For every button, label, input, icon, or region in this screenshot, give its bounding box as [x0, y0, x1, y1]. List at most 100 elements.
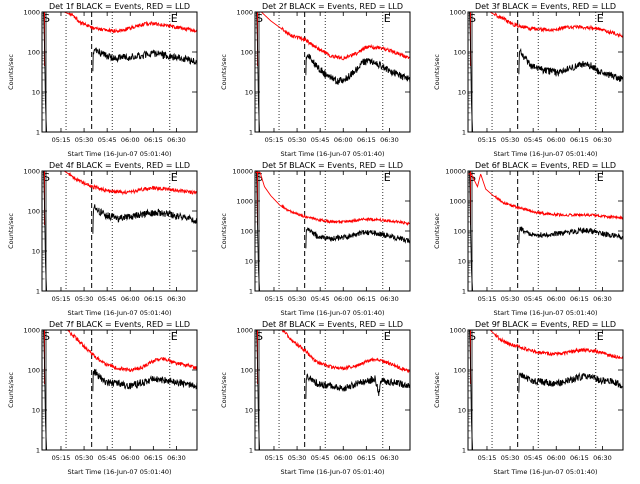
p4-xtick-label: 05:15: [52, 295, 71, 303]
p5-title: Det 5f BLACK = Events, RED = LLD: [262, 161, 403, 170]
p5-ytick-label: 1000: [236, 198, 253, 206]
p3-marker-S: S: [469, 12, 476, 25]
p7-ytick-label: 1000: [23, 327, 40, 335]
p3-ytick-label: 1000: [449, 9, 466, 17]
p8-ytick-label: 1000: [236, 327, 253, 335]
p6-xlabel: Start Time (16-Jun-07 05:01:40): [494, 309, 598, 317]
p7-plot-frame: [41, 329, 198, 451]
p8-xtick-label: 06:00: [334, 454, 353, 462]
p3-xtick-label: 05:45: [524, 136, 543, 144]
p3-series-lld: [468, 12, 623, 38]
p3-xtick-label: 06:00: [547, 136, 566, 144]
p4-xtick-label: 05:45: [98, 295, 117, 303]
p2-marker-S: S: [256, 12, 263, 25]
p9-xtick-label: 06:00: [547, 454, 566, 462]
p3-title: Det 3f BLACK = Events, RED = LLD: [475, 2, 616, 11]
p7-xtick-label: 06:00: [121, 454, 140, 462]
p4-ytick-label: 100: [28, 208, 40, 216]
p8-xtick-label: 05:15: [265, 454, 284, 462]
p6-series-events: [468, 171, 623, 291]
p5-xtick-label: 05:30: [288, 295, 307, 303]
p7-xtick-label: 06:30: [167, 454, 186, 462]
p2-ytick-label: 10: [245, 89, 253, 97]
p7-marker-S: S: [43, 330, 50, 343]
p5-series-lld: [255, 171, 410, 226]
p7-marker-E: E: [171, 330, 178, 343]
p1-series-lld: [42, 12, 197, 34]
p9-xtick-label: 05:15: [478, 454, 497, 462]
p7-xtick-label: 05:15: [52, 454, 71, 462]
p1-xtick-label: 05:45: [98, 136, 117, 144]
p1-ytick-label: 100: [28, 49, 40, 57]
p8-ytick-label: 10: [245, 407, 253, 415]
p2-xtick-label: 05:45: [311, 136, 330, 144]
p6-ytick-label: 100: [454, 228, 466, 236]
p5-xlabel: Start Time (16-Jun-07 05:01:40): [281, 309, 385, 317]
p6-xtick-label: 05:45: [524, 295, 543, 303]
p7-xlabel: Start Time (16-Jun-07 05:01:40): [68, 468, 172, 476]
p5-xtick-label: 06:30: [380, 295, 399, 303]
p9-ytick-label: 1: [462, 447, 466, 455]
p9-plot-frame: [467, 329, 624, 451]
p4-title: Det 4f BLACK = Events, RED = LLD: [49, 161, 190, 170]
p9-title: Det 9f BLACK = Events, RED = LLD: [475, 320, 616, 329]
p5-marker-S: S: [256, 171, 263, 184]
p1-xtick-label: 06:30: [167, 136, 186, 144]
p1-xtick-label: 06:15: [144, 136, 163, 144]
p9-xtick-label: 05:45: [524, 454, 543, 462]
p5-xtick-label: 06:00: [334, 295, 353, 303]
p4-xtick-label: 05:30: [75, 295, 94, 303]
p9-ytick-label: 10: [458, 407, 466, 415]
p2-xtick-label: 06:00: [334, 136, 353, 144]
p8-xtick-label: 05:45: [311, 454, 330, 462]
p3-xtick-label: 06:15: [570, 136, 589, 144]
p3-ytick-label: 1: [462, 129, 466, 137]
p5-ytick-label: 100: [241, 228, 253, 236]
p2-xtick-label: 05:15: [265, 136, 284, 144]
p6-plot-frame: [467, 170, 624, 292]
p1-plot-frame: [41, 11, 198, 133]
p9-ytick-label: 1000: [449, 327, 466, 335]
p8-xtick-label: 06:15: [357, 454, 376, 462]
p4-xlabel: Start Time (16-Jun-07 05:01:40): [68, 309, 172, 317]
p2-series-lld: [255, 12, 410, 61]
p3-ytick-label: 10: [458, 89, 466, 97]
p1-xlabel: Start Time (16-Jun-07 05:01:40): [68, 150, 172, 158]
p5-ylabel: Counts/sec: [220, 213, 228, 249]
p2-marker-E: E: [384, 12, 391, 25]
p1-ytick-label: 1: [36, 129, 40, 137]
p5-marker-E: E: [384, 171, 391, 184]
p7-ylabel: Counts/sec: [7, 372, 15, 408]
p9-marker-E: E: [597, 330, 604, 343]
p9-xlabel: Start Time (16-Jun-07 05:01:40): [494, 468, 598, 476]
p5-xtick-label: 06:15: [357, 295, 376, 303]
p9-xtick-label: 05:30: [501, 454, 520, 462]
p1-ytick-label: 10: [32, 89, 40, 97]
p1-title: Det 1f BLACK = Events, RED = LLD: [49, 2, 190, 11]
p4-ytick-label: 10: [32, 248, 40, 256]
p8-xlabel: Start Time (16-Jun-07 05:01:40): [281, 468, 385, 476]
p3-ylabel: Counts/sec: [433, 54, 441, 90]
p2-xtick-label: 06:30: [380, 136, 399, 144]
p2-ytick-label: 1: [249, 129, 253, 137]
p1-marker-S: S: [43, 12, 50, 25]
p4-marker-S: S: [43, 171, 50, 184]
p3-xtick-label: 06:30: [593, 136, 612, 144]
p8-plot-frame: [254, 329, 411, 451]
p8-ytick-label: 100: [241, 367, 253, 375]
p8-marker-E: E: [384, 330, 391, 343]
p5-plot-frame: [254, 170, 411, 292]
p9-series-lld: [468, 330, 623, 360]
p3-marker-E: E: [597, 12, 604, 25]
p7-ytick-label: 1: [36, 447, 40, 455]
p9-ylabel: Counts/sec: [433, 372, 441, 408]
p4-series-lld: [42, 171, 197, 196]
p4-marker-E: E: [171, 171, 178, 184]
p6-xtick-label: 06:00: [547, 295, 566, 303]
p1-xtick-label: 05:15: [52, 136, 71, 144]
p3-xtick-label: 05:30: [501, 136, 520, 144]
p2-ylabel: Counts/sec: [220, 54, 228, 90]
p4-plot-frame: [41, 170, 198, 292]
p1-series-events: [42, 12, 197, 132]
